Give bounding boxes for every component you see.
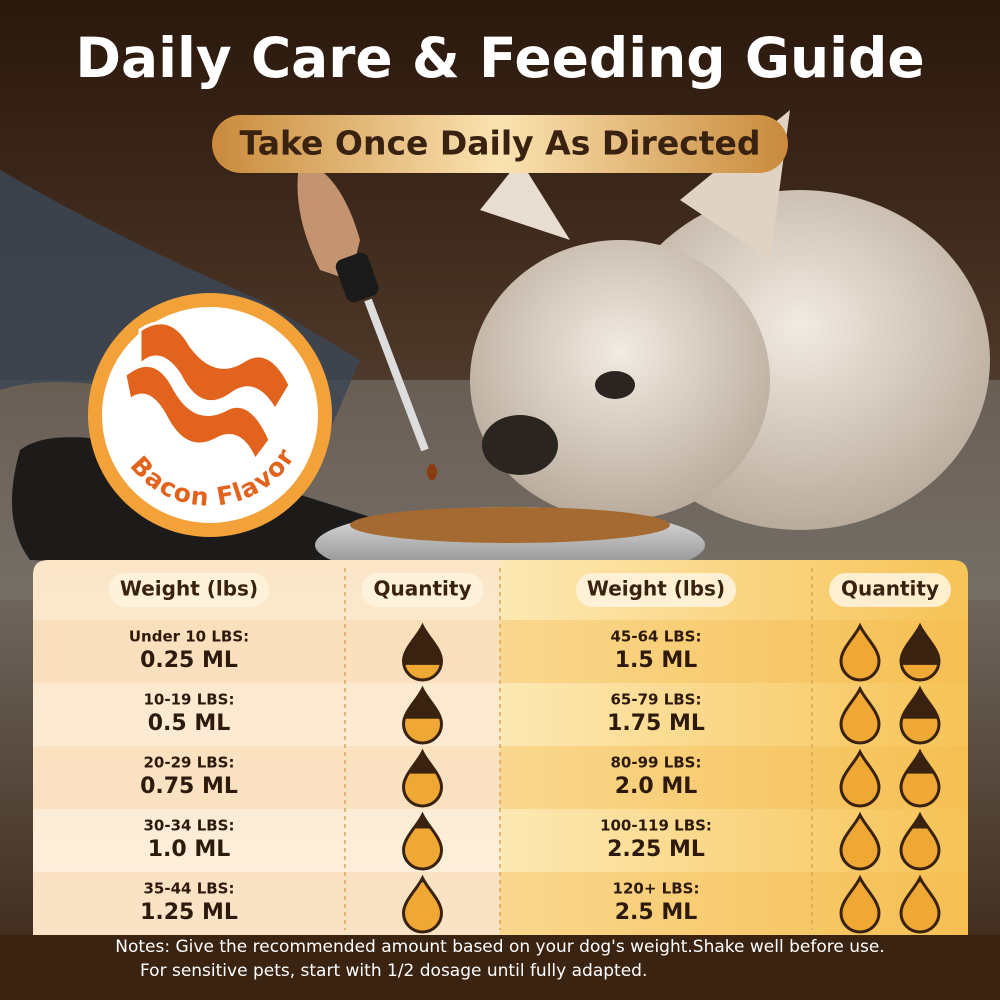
drop-icon — [839, 622, 881, 682]
column-header: Weight (lbs) — [120, 577, 258, 601]
drop-outline — [401, 811, 444, 871]
dog-ear — [480, 160, 570, 240]
drop-oil — [403, 815, 442, 869]
drop-outline — [401, 874, 444, 934]
drop-oil — [841, 689, 879, 743]
column-header: Quantity — [841, 577, 939, 601]
row-shade — [500, 872, 968, 935]
dose-label: 2.5 ML — [615, 900, 698, 925]
dose-label: 1.75 ML — [607, 711, 705, 736]
drop-outline — [839, 748, 881, 808]
drop-oil — [403, 878, 442, 932]
column-header: Weight (lbs) — [587, 577, 725, 601]
dose-label: 0.75 ML — [140, 774, 238, 799]
hand — [297, 160, 360, 280]
drop-oil — [403, 752, 442, 807]
dose-label: 2.25 ML — [607, 837, 705, 862]
drop-outline — [839, 622, 881, 682]
drop-outline — [899, 685, 941, 745]
drop-outline — [839, 685, 881, 745]
bacon-icon — [138, 321, 292, 413]
weight-label: 100-119 LBS: — [600, 817, 712, 835]
dosage-table: Weight (lbs) Quantity Weight (lbs) Quantity… — [33, 560, 968, 935]
drop-outline — [839, 874, 881, 934]
note: Notes: Give the recommended amount based… — [115, 937, 884, 957]
food — [350, 507, 670, 543]
weight-label: 30-34 LBS: — [144, 817, 235, 835]
row-shade — [500, 620, 968, 683]
drop-outline — [899, 811, 941, 871]
weight-label: 120+ LBS: — [613, 880, 700, 898]
weight-label: 80-99 LBS: — [611, 754, 702, 772]
drop-icon — [401, 874, 444, 934]
dropper-cap — [335, 252, 379, 303]
notes-band — [0, 935, 1000, 1000]
header-pill — [829, 573, 951, 607]
drop-icon — [899, 874, 941, 934]
drop-oil — [901, 815, 939, 869]
drop-icon — [839, 685, 881, 745]
weight-label: 45-64 LBS: — [611, 628, 702, 646]
drop-outline — [839, 811, 881, 871]
weight-label: Under 10 LBS: — [129, 628, 249, 646]
drop-icon — [839, 748, 881, 808]
drop-oil — [841, 815, 879, 869]
drop-outline — [899, 622, 941, 682]
title: Daily Care & Feeding Guide — [75, 26, 924, 90]
weight-label: 10-19 LBS: — [144, 691, 235, 709]
header-pill — [361, 573, 484, 607]
dose-label: 0.5 ML — [148, 711, 231, 736]
dose-label: 2.0 ML — [615, 774, 698, 799]
weight-label: 20-29 LBS: — [144, 754, 235, 772]
drop-outline — [401, 748, 444, 808]
drop-oil — [841, 878, 879, 932]
dose-label: 1.0 ML — [148, 837, 231, 862]
drop-oil — [841, 626, 879, 680]
dropper — [364, 298, 429, 452]
drop-outline — [899, 748, 941, 808]
drop-oil — [901, 752, 939, 806]
dose-label: 1.5 ML — [615, 648, 698, 673]
header-pill — [109, 573, 269, 607]
drop-icon — [839, 811, 881, 871]
dose-label: 1.25 ML — [140, 900, 238, 925]
drop-icon — [839, 874, 881, 934]
weight-label: 35-44 LBS: — [144, 880, 235, 898]
row-shade — [500, 746, 968, 809]
subtitle: Take Once Daily As Directed — [239, 124, 760, 163]
note: For sensitive pets, start with 1/2 dosag… — [140, 961, 647, 981]
weight-label: 65-79 LBS: — [611, 691, 702, 709]
drop-outline — [899, 874, 941, 934]
subtitle-pill — [212, 115, 788, 173]
dose-label: 0.25 ML — [140, 648, 238, 673]
dog-eye — [595, 371, 635, 399]
drop-outline — [401, 622, 444, 682]
oil-drop — [427, 464, 437, 480]
drop-outline — [401, 685, 444, 745]
header-pill — [576, 573, 736, 607]
drop-oil — [841, 752, 879, 806]
column-header: Quantity — [374, 577, 472, 601]
drop-oil — [901, 878, 939, 932]
dog-nose — [482, 415, 558, 475]
bacon-icon — [123, 364, 272, 463]
